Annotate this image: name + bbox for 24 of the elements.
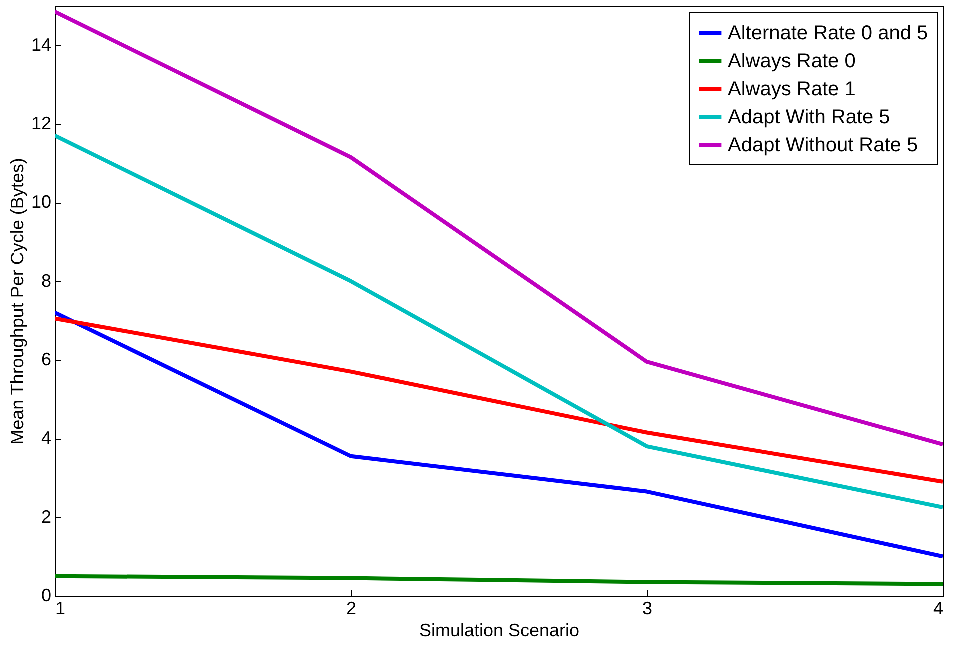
y-tick-label: 12 [31, 114, 52, 134]
y-tick-label: 10 [31, 192, 52, 212]
legend-label: Adapt Without Rate 5 [728, 134, 918, 156]
legend-label: Always Rate 0 [728, 50, 856, 72]
x-tick-label: 4 [933, 598, 944, 618]
line-series [55, 310, 943, 559]
line-series [55, 10, 943, 447]
x-tick-label: 3 [642, 598, 653, 618]
y-tick-label: 0 [41, 586, 52, 606]
legend-label: Always Rate 1 [728, 78, 856, 100]
x-tick-label: 1 [56, 598, 66, 618]
legend-label: Adapt With Rate 5 [728, 106, 890, 128]
legend-label: Alternate Rate 0 and 5 [728, 22, 928, 44]
line-series [55, 574, 943, 586]
y-tick-label: 6 [41, 350, 52, 370]
x-axis-title: Simulation Scenario [419, 620, 580, 640]
y-tick-label: 2 [41, 506, 52, 527]
line-series [55, 134, 943, 510]
x-tick-label: 2 [346, 598, 357, 618]
line-series [55, 316, 943, 484]
y-axis-title: Mean Throughput Per Cycle (Bytes) [7, 158, 28, 445]
y-tick-label: 14 [31, 34, 52, 55]
y-tick-label: 4 [41, 428, 52, 448]
y-tick-label: 8 [41, 270, 52, 291]
